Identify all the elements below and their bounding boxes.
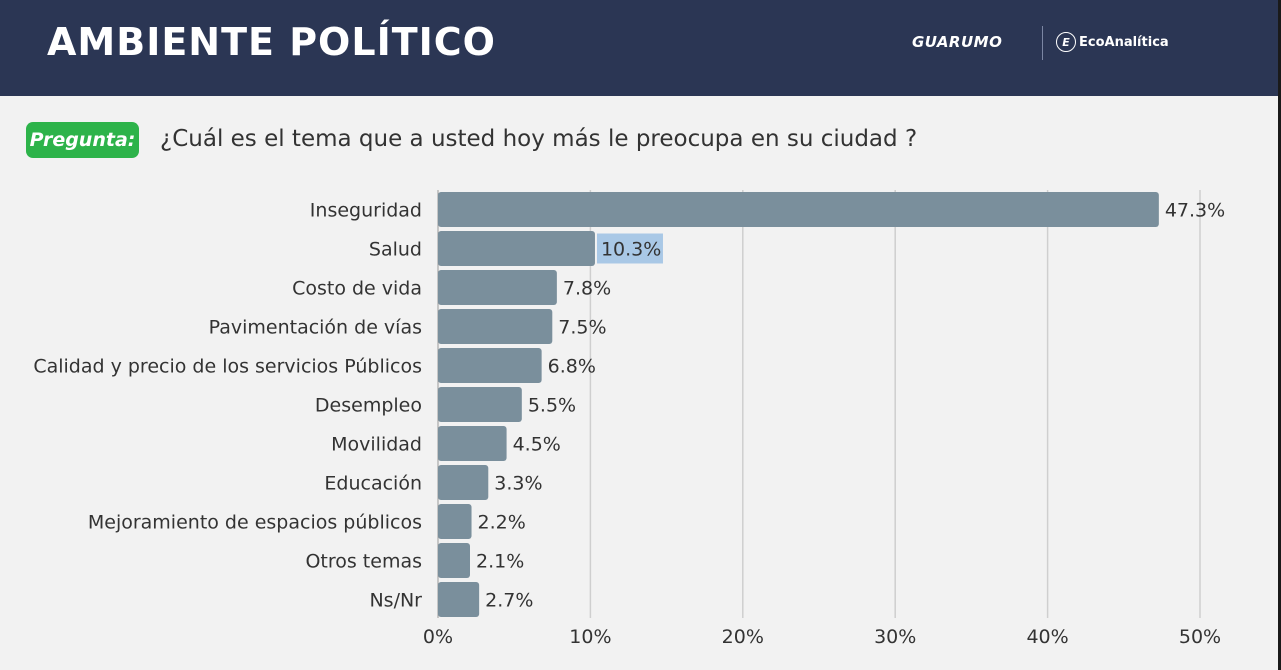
guarumo-logo: GUARUMO — [912, 33, 1003, 51]
bar — [438, 348, 542, 383]
question-badge: Pregunta: — [26, 122, 139, 158]
bar — [438, 387, 522, 422]
bar — [438, 192, 1159, 227]
category-label: Calidad y precio de los servicios Públic… — [33, 356, 422, 378]
bar — [438, 426, 507, 461]
ecoanalitica-logo: E EcoAnalítica — [1056, 32, 1169, 52]
logo-divider — [1042, 26, 1043, 60]
bar — [438, 309, 553, 344]
page-title: AMBIENTE POLÍTICO — [47, 20, 496, 64]
bar — [438, 465, 489, 500]
question-text: ¿Cuál es el tema que a usted hoy más le … — [160, 126, 918, 152]
category-label: Desempleo — [315, 395, 422, 417]
value-label: 47.3% — [1165, 200, 1225, 222]
x-tick-label: 0% — [423, 626, 453, 648]
category-label: Movilidad — [331, 434, 422, 456]
value-label: 3.3% — [494, 473, 542, 495]
x-tick-label: 20% — [722, 626, 764, 648]
header-bar: AMBIENTE POLÍTICO GUARUMO E EcoAnalítica — [0, 0, 1278, 96]
value-label: 4.5% — [513, 434, 561, 456]
category-label: Otros temas — [305, 551, 422, 573]
value-label: 2.2% — [478, 512, 526, 534]
category-label: Mejoramiento de espacios públicos — [88, 512, 422, 534]
value-label: 6.8% — [548, 356, 596, 378]
bar — [438, 504, 472, 539]
bar — [438, 270, 557, 305]
value-label: 10.3% — [601, 239, 661, 261]
bar — [438, 231, 595, 266]
x-tick-label: 50% — [1179, 626, 1221, 648]
bar — [438, 543, 471, 578]
x-tick-label: 10% — [569, 626, 611, 648]
category-label: Costo de vida — [292, 278, 422, 300]
value-label: 5.5% — [528, 395, 576, 417]
x-tick-label: 40% — [1026, 626, 1068, 648]
category-label: Ns/Nr — [369, 590, 422, 612]
bar — [438, 582, 480, 617]
x-tick-label: 30% — [874, 626, 916, 648]
value-label: 2.7% — [485, 590, 533, 612]
value-label: 7.5% — [558, 317, 606, 339]
category-label: Salud — [369, 239, 422, 261]
ecoanalitica-mark-icon: E — [1056, 32, 1076, 52]
value-label: 2.1% — [476, 551, 524, 573]
category-label: Inseguridad — [310, 200, 422, 222]
value-label-highlight — [596, 233, 663, 264]
ecoanalitica-logo-text: EcoAnalítica — [1079, 34, 1169, 50]
value-label: 7.8% — [563, 278, 611, 300]
category-label: Educación — [324, 473, 422, 495]
category-label: Pavimentación de vías — [209, 317, 422, 339]
